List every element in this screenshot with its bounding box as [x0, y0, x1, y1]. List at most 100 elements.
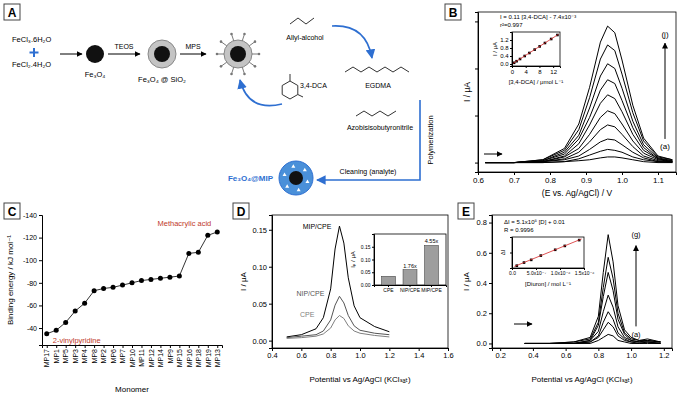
y-tick: -100	[23, 257, 42, 264]
x-tick: MP7	[119, 345, 126, 363]
graft-end	[254, 40, 257, 43]
x-tick: 0.2	[495, 348, 505, 360]
x-tick-mark	[514, 172, 515, 175]
x-tick-mark	[217, 345, 218, 348]
figure: FeCl₃.6H₂OFeCl₂.4H₂OFe₃O₄TEOSFe₃O₄ @ SiO…	[0, 0, 683, 403]
x-tick: MP13	[214, 345, 221, 367]
arrow	[514, 324, 532, 325]
x-tick-label: MP9	[167, 349, 174, 364]
x-tick: MP12	[148, 345, 155, 367]
reactant: EGDMA	[365, 82, 391, 89]
x-tick-label: 1.5x10⁻⁶	[575, 270, 595, 276]
panel-letter-box	[445, 4, 461, 20]
product: Fe₃O₄@MIP	[228, 174, 274, 183]
x-tick: MP6	[110, 345, 117, 363]
y-tick-mark	[489, 223, 492, 224]
x-tick: 1.0	[626, 348, 636, 360]
panel-d: 0.40.60.81.01.21.41.60.000.050.100.15Pot…	[239, 215, 454, 384]
ratio-label: 1.76x	[403, 263, 417, 269]
x-tick-mark	[47, 345, 48, 348]
y-tick	[475, 116, 478, 117]
y-tick-label: -60	[27, 302, 37, 309]
graft-end	[230, 33, 233, 36]
curve	[485, 80, 672, 163]
y-tick-mark	[372, 260, 374, 261]
y-tick-mark	[510, 237, 512, 238]
curve	[525, 312, 661, 344]
arrow	[665, 43, 666, 139]
arrow	[317, 100, 420, 180]
point	[215, 229, 220, 234]
curve-label: (g)	[631, 230, 641, 239]
y-tick	[510, 253, 512, 254]
panel-letter: D	[237, 205, 246, 219]
y-tick: 0.15	[361, 244, 374, 250]
x-tick-label: 0.6	[297, 351, 307, 360]
x-tick-mark	[132, 345, 133, 348]
y-axis-line	[269, 216, 273, 349]
x-axis: MP17MP1MP5MP3MP4MP8MP2MP6MP7MP10MP11MP12…	[43, 345, 223, 367]
process: Polymerization	[426, 115, 435, 164]
y-tick-label: 0.0	[477, 339, 487, 348]
graft-end	[220, 65, 223, 68]
x-tick: 0.6	[473, 172, 485, 185]
plot-area	[44, 229, 220, 336]
y-tick: 0.8	[500, 45, 512, 51]
x-tick: MP8	[91, 345, 98, 363]
x-axis-title: [Diuron] / mol L⁻¹	[525, 281, 571, 287]
y-tick	[475, 68, 478, 69]
step: MPS	[185, 43, 201, 50]
panel-letter: A	[8, 6, 17, 20]
graft-end	[254, 65, 257, 68]
particle	[154, 46, 170, 62]
x-tick: 1.4	[414, 348, 424, 360]
cavity	[305, 180, 309, 184]
x-tick-mark	[189, 345, 190, 348]
y-tick: 0.00	[361, 282, 374, 288]
y-tick-mark	[372, 272, 374, 273]
y-tick: 0.00	[252, 337, 272, 346]
x-tick-label: MP1	[53, 349, 60, 364]
structure	[356, 111, 396, 116]
curve	[485, 26, 672, 162]
y-tick-label: 0.00	[252, 337, 267, 346]
y-tick-mark	[510, 48, 512, 49]
y-tick	[510, 268, 512, 269]
y-tick-mark	[372, 285, 374, 286]
x-axis-line	[479, 173, 677, 176]
curve	[514, 239, 581, 267]
x-axis: 0.40.60.81.01.21.41.6	[267, 348, 453, 360]
point	[73, 309, 78, 314]
structure	[345, 67, 409, 72]
x-tick: 1.2	[385, 348, 395, 360]
particle-shell	[148, 40, 176, 68]
x-tick-label: MP19	[205, 349, 212, 367]
arrow	[636, 246, 637, 327]
y-tick-label: -40	[27, 325, 37, 332]
x-tick-mark	[170, 345, 171, 348]
panel-letter-box	[4, 4, 20, 20]
plus-sign	[30, 48, 39, 57]
y-axis: -40-60-80-100-120-140	[23, 212, 43, 346]
point	[205, 233, 210, 238]
x-tick-label: 0.8	[326, 351, 336, 360]
x-axis-line	[493, 349, 673, 352]
x-tick: MP17	[43, 345, 50, 367]
x-tick-label: 0.4	[267, 351, 277, 360]
y-tick-mark	[510, 40, 512, 41]
plot-area	[525, 235, 661, 344]
x-axis: 04812	[511, 66, 561, 75]
y-tick-mark	[39, 328, 42, 329]
x-tick-mark	[586, 172, 587, 175]
graft-end	[216, 53, 219, 56]
inset-d: CPENIP/CPEMIP/CPE0.000.050.100.15Iₚ / μA…	[350, 234, 447, 293]
arrow	[180, 54, 206, 55]
x-axis: 0.60.70.80.91.01.1	[473, 172, 677, 185]
bar	[425, 245, 439, 285]
y-axis: 0.00.40.81.2	[500, 33, 512, 68]
y-axis-line	[372, 235, 375, 286]
plot-frame	[272, 215, 448, 348]
x-tick-label: 1.2	[385, 351, 395, 360]
y-tick: 0.0	[500, 61, 512, 67]
reactant: 3,4-DCA	[300, 82, 327, 89]
